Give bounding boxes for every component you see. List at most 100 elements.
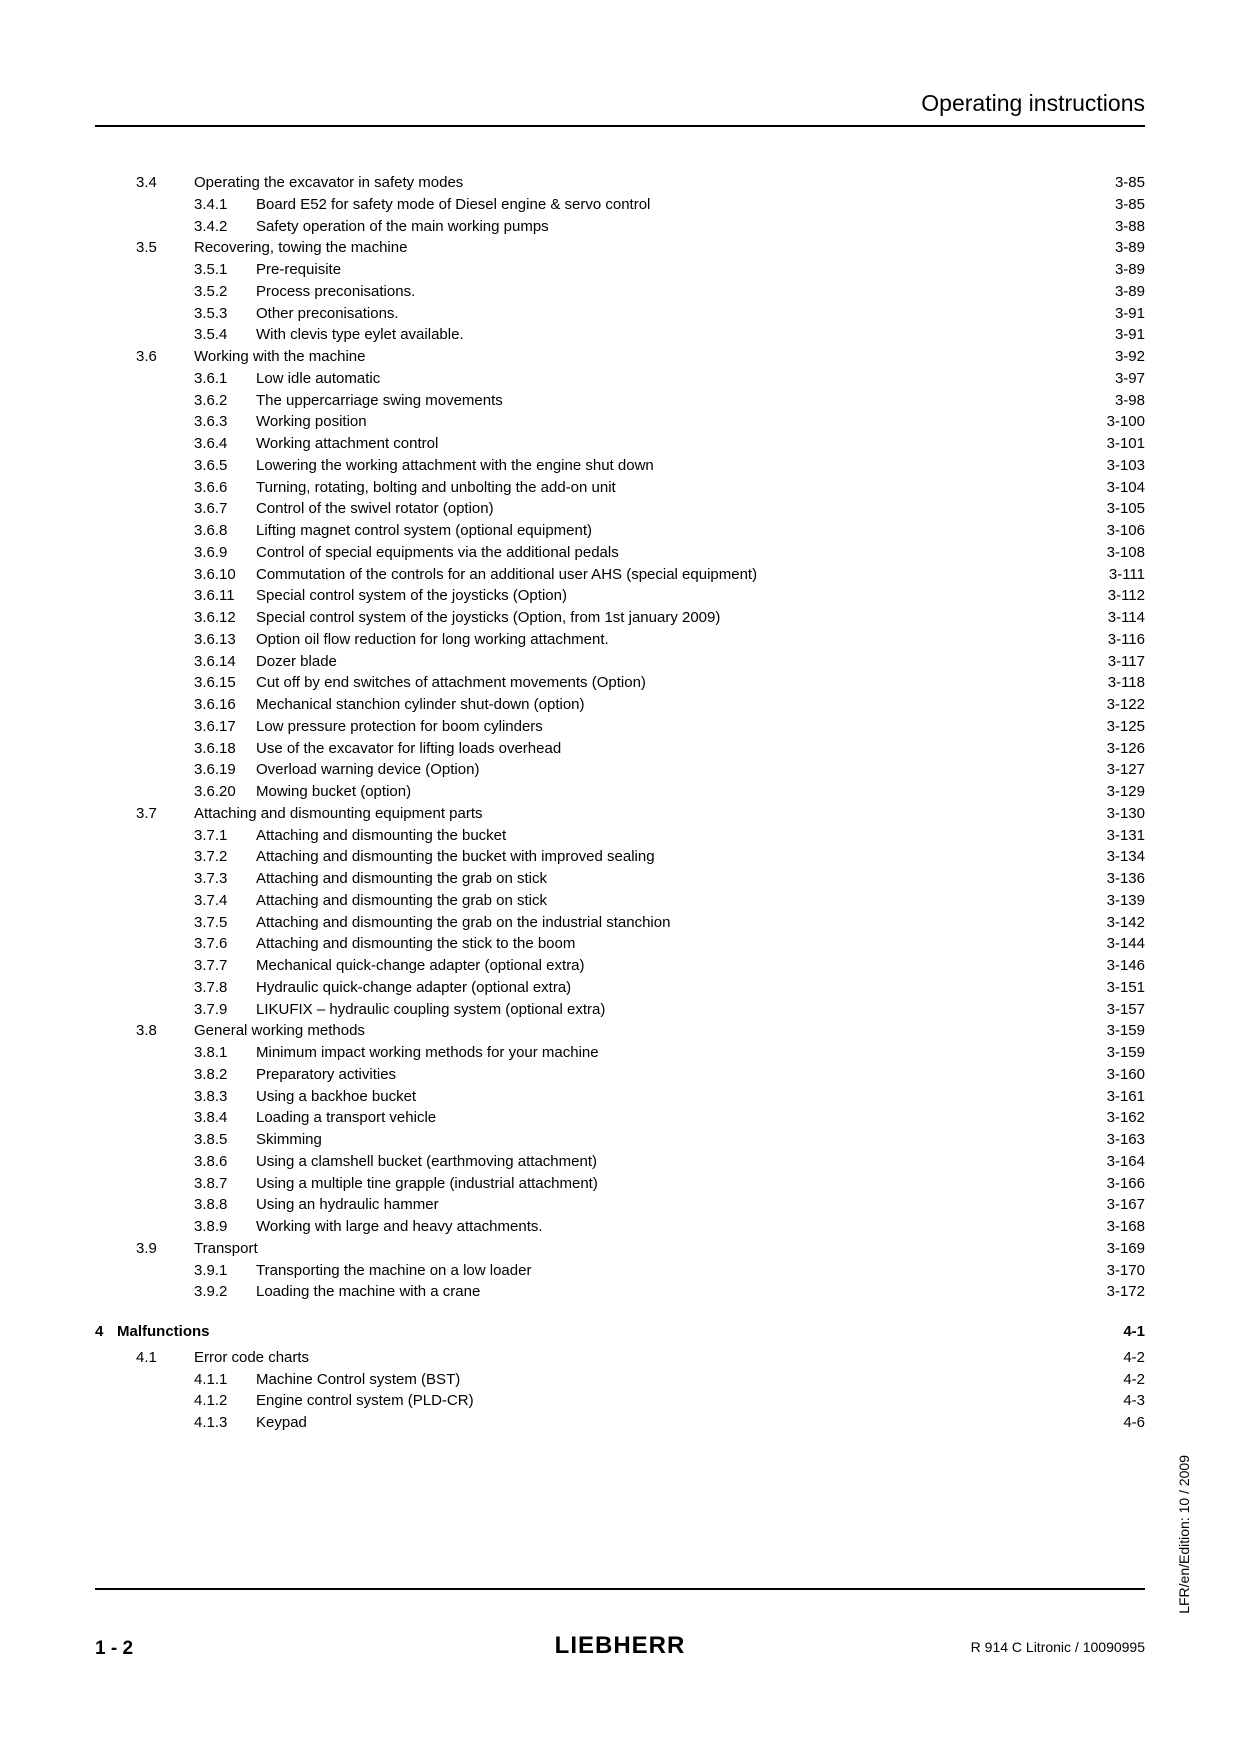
toc-title: Keypad <box>256 1412 307 1434</box>
toc-page: 4-2 <box>1117 1347 1145 1369</box>
toc-page: 3-89 <box>1109 237 1145 259</box>
toc-entry: 3.6.8Lifting magnet control system (opti… <box>194 520 1145 542</box>
toc-title: Working with the machine <box>194 346 365 368</box>
toc-page: 3-131 <box>1101 825 1145 847</box>
table-of-contents: 3.4Operating the excavator in safety mod… <box>95 172 1145 1434</box>
toc-number: 3.6.4 <box>194 433 256 455</box>
toc-entry: 3.9Transport3-169 <box>136 1238 1145 1260</box>
toc-number: 3.6.12 <box>194 607 256 629</box>
toc-title: Attaching and dismounting the bucket wit… <box>256 846 655 868</box>
toc-number: 3.7.1 <box>194 825 256 847</box>
toc-entry: 3.7.7Mechanical quick-change adapter (op… <box>194 955 1145 977</box>
toc-entry: 4.1.1Machine Control system (BST)4-2 <box>194 1369 1145 1391</box>
toc-entry: 3.6.12Special control system of the joys… <box>194 607 1145 629</box>
toc-page: 3-91 <box>1109 324 1145 346</box>
toc-entry: 3.7Attaching and dismounting equipment p… <box>136 803 1145 825</box>
toc-page: 3-136 <box>1101 868 1145 890</box>
toc-title: Loading a transport vehicle <box>256 1107 436 1129</box>
toc-page: 3-164 <box>1101 1151 1145 1173</box>
toc-page: 3-169 <box>1101 1238 1145 1260</box>
toc-entry: 3.5.4With clevis type eylet available.3-… <box>194 324 1145 346</box>
toc-entry: 3.6.7Control of the swivel rotator (opti… <box>194 498 1145 520</box>
toc-number: 3.6.13 <box>194 629 256 651</box>
toc-number: 4.1.2 <box>194 1390 256 1412</box>
toc-number: 3.8.9 <box>194 1216 256 1238</box>
toc-entry: 3.6Working with the machine3-92 <box>136 346 1145 368</box>
document-id: R 914 C Litronic / 10090995 <box>971 1639 1145 1655</box>
toc-entry: 3.6.15Cut off by end switches of attachm… <box>194 672 1145 694</box>
toc-page: 3-159 <box>1101 1020 1145 1042</box>
toc-page: 3-116 <box>1102 629 1145 651</box>
toc-number: 3.4.2 <box>194 216 256 238</box>
toc-number: 3.5.3 <box>194 303 256 325</box>
toc-page: 3-167 <box>1101 1194 1145 1216</box>
toc-number: 3.7.6 <box>194 933 256 955</box>
toc-number: 3.8.1 <box>194 1042 256 1064</box>
toc-number: 3.6.2 <box>194 390 256 412</box>
toc-page: 3-98 <box>1109 390 1145 412</box>
toc-number: 3.6.16 <box>194 694 256 716</box>
toc-title: Mechanical quick-change adapter (optiona… <box>256 955 585 977</box>
toc-number: 3.7.8 <box>194 977 256 999</box>
toc-entry: 3.5.2Process preconisations.3-89 <box>194 281 1145 303</box>
toc-title: Lowering the working attachment with the… <box>256 455 654 477</box>
toc-entry: 3.5Recovering, towing the machine3-89 <box>136 237 1145 259</box>
toc-title: LIKUFIX – hydraulic coupling system (opt… <box>256 999 605 1021</box>
toc-number: 4 <box>95 1321 117 1343</box>
toc-title: Safety operation of the main working pum… <box>256 216 549 238</box>
toc-number: 3.6.17 <box>194 716 256 738</box>
toc-page: 3-105 <box>1101 498 1145 520</box>
toc-page: 3-111 <box>1103 564 1145 586</box>
toc-title: Board E52 for safety mode of Diesel engi… <box>256 194 650 216</box>
toc-entry: 3.6.14Dozer blade3-117 <box>194 651 1145 673</box>
toc-page: 3-142 <box>1101 912 1145 934</box>
toc-number: 3.6.9 <box>194 542 256 564</box>
toc-page: 3-162 <box>1101 1107 1145 1129</box>
toc-entry: 3.7.5Attaching and dismounting the grab … <box>194 912 1145 934</box>
toc-number: 3.7.5 <box>194 912 256 934</box>
toc-number: 3.8.3 <box>194 1086 256 1108</box>
footer-divider <box>95 1588 1145 1590</box>
toc-title: General working methods <box>194 1020 365 1042</box>
toc-entry: 3.5.3Other preconisations.3-91 <box>194 303 1145 325</box>
toc-page: 3-151 <box>1101 977 1145 999</box>
toc-entry: 3.9.1Transporting the machine on a low l… <box>194 1260 1145 1282</box>
toc-page: 3-92 <box>1109 346 1145 368</box>
toc-title: Preparatory activities <box>256 1064 396 1086</box>
toc-page: 3-163 <box>1101 1129 1145 1151</box>
toc-title: Attaching and dismounting the bucket <box>256 825 506 847</box>
toc-page: 3-157 <box>1101 999 1145 1021</box>
toc-page: 3-112 <box>1102 585 1145 607</box>
header-title: Operating instructions <box>921 90 1145 116</box>
toc-entry: 3.8.3Using a backhoe bucket3-161 <box>194 1086 1145 1108</box>
toc-page: 3-101 <box>1101 433 1145 455</box>
toc-entry: 3.5.1Pre-requisite3-89 <box>194 259 1145 281</box>
toc-entry: 4.1.2Engine control system (PLD-CR)4-3 <box>194 1390 1145 1412</box>
toc-number: 3.8.4 <box>194 1107 256 1129</box>
edition-side-text: LFR/en/Edition: 10 / 2009 <box>1176 1455 1192 1614</box>
toc-title: Low pressure protection for boom cylinde… <box>256 716 543 738</box>
toc-page: 3-168 <box>1101 1216 1145 1238</box>
toc-number: 3.6.10 <box>194 564 256 586</box>
toc-entry: 3.8.1Minimum impact working methods for … <box>194 1042 1145 1064</box>
toc-title: Option oil flow reduction for long worki… <box>256 629 609 651</box>
toc-entry: 4Malfunctions4-1 <box>95 1321 1145 1343</box>
toc-entry: 3.7.2Attaching and dismounting the bucke… <box>194 846 1145 868</box>
toc-number: 3.8.2 <box>194 1064 256 1086</box>
toc-page: 4-1 <box>1117 1321 1145 1343</box>
toc-page: 3-144 <box>1101 933 1145 955</box>
toc-number: 3.6.7 <box>194 498 256 520</box>
toc-page: 3-89 <box>1109 281 1145 303</box>
toc-page: 3-125 <box>1101 716 1145 738</box>
toc-page: 3-122 <box>1101 694 1145 716</box>
toc-number: 3.6.15 <box>194 672 256 694</box>
toc-entry: 3.4.2Safety operation of the main workin… <box>194 216 1145 238</box>
toc-entry: 3.8.6Using a clamshell bucket (earthmovi… <box>194 1151 1145 1173</box>
toc-title: Low idle automatic <box>256 368 380 390</box>
toc-entry: 3.7.4Attaching and dismounting the grab … <box>194 890 1145 912</box>
toc-number: 3.9.2 <box>194 1281 256 1303</box>
toc-page: 3-97 <box>1109 368 1145 390</box>
toc-title: Loading the machine with a crane <box>256 1281 480 1303</box>
toc-entry: 3.6.1Low idle automatic3-97 <box>194 368 1145 390</box>
toc-entry: 3.4Operating the excavator in safety mod… <box>136 172 1145 194</box>
